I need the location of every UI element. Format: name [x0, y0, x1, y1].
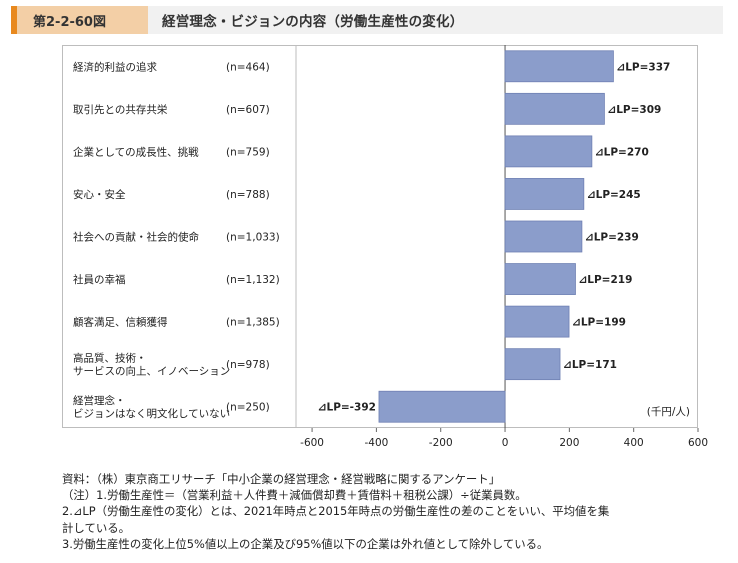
bar: [504, 220, 583, 253]
notes: 資料：（株）東京商工リサーチ「中小企業の経営理念・経営戦略に関するアンケート」 …: [62, 471, 722, 552]
category-label: 経済的利益の追求: [73, 60, 157, 73]
bar: [504, 178, 585, 210]
value-label: ⊿LP=-392: [318, 402, 376, 414]
value-label: ⊿LP=219: [578, 274, 632, 286]
bar-chart: 経済的利益の追求 (n=464) ⊿LP=337 取引先との共存共栄 (n=607) ⊿L…: [73, 45, 708, 449]
sample-size-label: (n=759): [226, 146, 270, 158]
sample-size-label: (n=250): [226, 402, 270, 414]
value-label: ⊿LP=245: [587, 189, 641, 201]
category-label: サービスの向上、イノベーション: [73, 365, 230, 378]
note-1: （注）1.労働生産性＝（営業利益＋人件費＋減価償却費＋賃借料＋租税公課）÷従業員…: [62, 488, 527, 503]
source-note: 資料：（株）東京商工リサーチ「中小企業の経営理念・経営戦略に関するアンケート」: [62, 472, 501, 486]
sample-size-label: (n=1,033): [226, 232, 280, 244]
figure-header: 第2-2-60図 経営理念・ビジョンの内容（労働生産性の変化）: [11, 6, 723, 34]
x-tick-label: 200: [559, 437, 579, 449]
x-tick-label: -200: [429, 437, 453, 449]
category-label: 高品質、技術・: [73, 352, 147, 365]
x-tick-label: -400: [364, 437, 388, 449]
sample-size-label: (n=788): [226, 189, 270, 201]
sample-size-label: (n=607): [226, 104, 270, 116]
value-label: ⊿LP=337: [616, 61, 670, 73]
value-label: ⊿LP=171: [563, 359, 617, 371]
bar: [504, 135, 593, 168]
bar: [504, 50, 614, 83]
chart-frame: [62, 45, 698, 428]
category-label: ビジョンはなく明文化していない: [73, 407, 230, 420]
value-label: ⊿LP=309: [607, 104, 661, 116]
category-label: 企業としての成長性、挑戦: [73, 145, 199, 158]
value-label: ⊿LP=270: [595, 146, 649, 158]
note-2-line-1: 2.⊿LP（労働生産性の変化）とは、2021年時点と2015年時点の労働生産性の…: [62, 504, 610, 519]
category-label: 取引先との共存共栄: [73, 103, 168, 116]
figure-number: 第2-2-60図: [11, 6, 148, 34]
sample-size-label: (n=978): [226, 359, 270, 371]
x-tick-label: 0: [502, 437, 509, 449]
sample-size-label: (n=1,132): [226, 274, 280, 286]
bar: [378, 390, 506, 423]
bar: [504, 92, 605, 125]
bar: [504, 348, 561, 381]
sample-size-label: (n=1,385): [226, 317, 280, 329]
category-label: 社会への貢献・社会的使命: [73, 231, 199, 244]
x-tick-label: 400: [624, 437, 644, 449]
unit-label: (千円/人): [647, 406, 690, 418]
value-label: ⊿LP=199: [572, 317, 626, 329]
bar: [504, 305, 570, 338]
category-label: 経営理念・: [73, 394, 126, 407]
category-label: 顧客満足、信頼獲得: [73, 316, 168, 329]
figure-title: 経営理念・ビジョンの内容（労働生産性の変化）: [148, 6, 723, 34]
sample-size-label: (n=464): [226, 61, 270, 73]
note-3: 3.労働生産性の変化上位5%値以上の企業及び95%値以下の企業は外れ値として除外…: [62, 536, 549, 551]
x-tick-label: -600: [300, 437, 324, 449]
note-2-line-2: 計している。: [62, 520, 131, 535]
value-label: ⊿LP=239: [585, 232, 639, 244]
bar: [504, 263, 576, 295]
x-tick-label: 600: [688, 437, 708, 449]
category-label: 安心・安全: [73, 188, 126, 201]
chart-area: 経済的利益の追求 (n=464) ⊿LP=337 取引先との共存共栄 (n=607) ⊿L…: [62, 45, 708, 455]
category-label: 社員の幸福: [73, 273, 126, 286]
